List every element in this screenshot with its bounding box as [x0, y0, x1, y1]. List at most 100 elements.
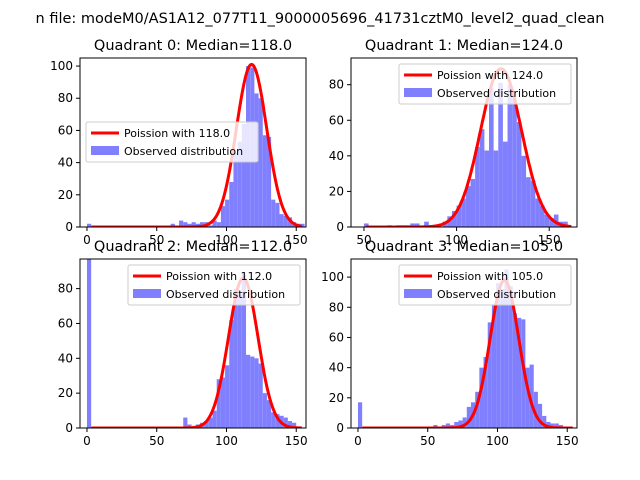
histogram-bar [479, 367, 484, 428]
histogram-bar [475, 391, 480, 428]
subplot-title: Quadrant 3: Median=105.0 [365, 239, 563, 255]
subplot-quadrant-3: 0 50 100 150 0 20 40 60 80 100 Quadrant 3: Median=… [321, 239, 579, 448]
histogram-bar [275, 202, 280, 227]
x-tick-label: 150 [285, 434, 308, 448]
histogram-bar [525, 367, 530, 428]
histogram-bar [283, 417, 288, 428]
histogram-bar [454, 421, 459, 428]
histogram-bar [516, 122, 522, 227]
histogram-bar [357, 402, 363, 428]
x-tick-label: 150 [556, 434, 579, 448]
histogram-bar [521, 155, 527, 227]
legend-label-observed: Observed distribution [166, 288, 285, 301]
histogram-bar [529, 364, 534, 428]
histogram-bar [254, 358, 259, 428]
subplot-quadrant-2: 0 50 100 150 0 20 40 60 80 Quadrant 2: Median=112… [58, 239, 308, 448]
legend-label-fit: Poission with 124.0 [437, 69, 543, 82]
histogram-bar [424, 221, 429, 227]
histogram-bar [512, 313, 518, 428]
axes-frame [79, 57, 307, 228]
histogram-bars [357, 269, 568, 428]
histogram-bar [292, 422, 297, 428]
histogram-bar [554, 423, 559, 428]
x-tick-label: 0 [354, 434, 362, 448]
y-tick-label: 60 [329, 330, 344, 344]
axes-frame [350, 57, 578, 228]
y-tick-label: 60 [58, 316, 73, 330]
histogram-bar [461, 198, 466, 227]
histogram-bar [466, 406, 471, 428]
histogram-bar [199, 222, 205, 227]
legend-label-fit: Poission with 112.0 [166, 270, 272, 283]
histogram-bar [258, 363, 263, 428]
y-tick-label: 60 [329, 113, 344, 127]
histogram-bar [237, 293, 242, 428]
histogram-bar [229, 181, 234, 227]
legend-label-fit: Poission with 105.0 [437, 270, 543, 283]
histogram-bar [507, 84, 513, 227]
histogram-bar [441, 424, 446, 428]
legend-label-fit: Poission with 118.0 [124, 127, 230, 140]
histogram-bar [187, 424, 192, 428]
y-tick-label: 40 [58, 351, 73, 365]
x-tick-label: 50 [356, 233, 371, 247]
histogram-bar [553, 214, 559, 227]
histogram-bar [220, 377, 226, 428]
histogram-bar [414, 223, 420, 227]
legend-bar-swatch [404, 88, 432, 97]
histogram-bar [233, 288, 238, 428]
histogram-bar [212, 410, 217, 428]
y-tick-label: 0 [65, 220, 73, 234]
histogram-bar [535, 198, 540, 227]
histogram-bar [496, 283, 501, 428]
histogram-bar [491, 304, 497, 428]
histogram-bar [504, 269, 509, 428]
histogram-bar [220, 206, 226, 227]
y-tick-label: 40 [329, 149, 344, 163]
histogram-bar [208, 225, 213, 227]
y-tick-label: 20 [329, 391, 344, 405]
histogram-bar [433, 424, 438, 428]
poisson-fit-line [365, 67, 572, 227]
histogram-bar [191, 222, 196, 227]
histogram-bar [458, 420, 463, 428]
histogram-bar [475, 146, 480, 227]
legend-label-observed: Observed distribution [437, 288, 556, 301]
subplot-grid: 0 50 100 150 0 20 40 60 80 100 Quadrant 0: Median=… [50, 38, 579, 448]
y-tick-label: 0 [336, 220, 344, 234]
y-tick-label: 100 [321, 270, 344, 284]
histogram-bar [542, 415, 547, 428]
histogram-bar [533, 391, 538, 428]
x-tick-label: 100 [445, 233, 468, 247]
legend-box [398, 264, 572, 306]
y-tick-label: 60 [58, 123, 73, 137]
histogram-bar [237, 141, 242, 227]
legend-bar-swatch [133, 289, 161, 298]
histogram-bar [500, 289, 505, 428]
x-tick-label: 100 [486, 434, 509, 448]
histogram-bar [462, 417, 467, 428]
histogram-bar [479, 129, 485, 227]
histogram-bar [216, 222, 221, 227]
histogram-bar [179, 220, 184, 227]
y-tick-label: 20 [58, 188, 73, 202]
histogram-bar [283, 215, 288, 227]
axes-frame [79, 258, 307, 429]
histogram-bar [549, 218, 554, 227]
histogram-bar [241, 274, 247, 428]
legend-box [127, 264, 301, 306]
legend-bar-swatch [404, 289, 432, 298]
legend: Poission with 118.0 Observed distribution [85, 121, 259, 163]
histogram-bar [484, 150, 490, 227]
histogram-bar [225, 199, 230, 227]
x-tick-label: 150 [285, 233, 308, 247]
y-tick-label: 0 [336, 421, 344, 435]
histogram-bar [183, 417, 188, 428]
subplot-title: Quadrant 2: Median=112.0 [94, 239, 292, 255]
histogram-bar [465, 186, 471, 227]
histogram-bar [550, 423, 555, 428]
histogram-bar [539, 205, 545, 227]
subplot-title: Quadrant 1: Median=124.0 [365, 38, 563, 54]
histogram-bar [537, 403, 543, 428]
histogram-bar [502, 141, 508, 227]
